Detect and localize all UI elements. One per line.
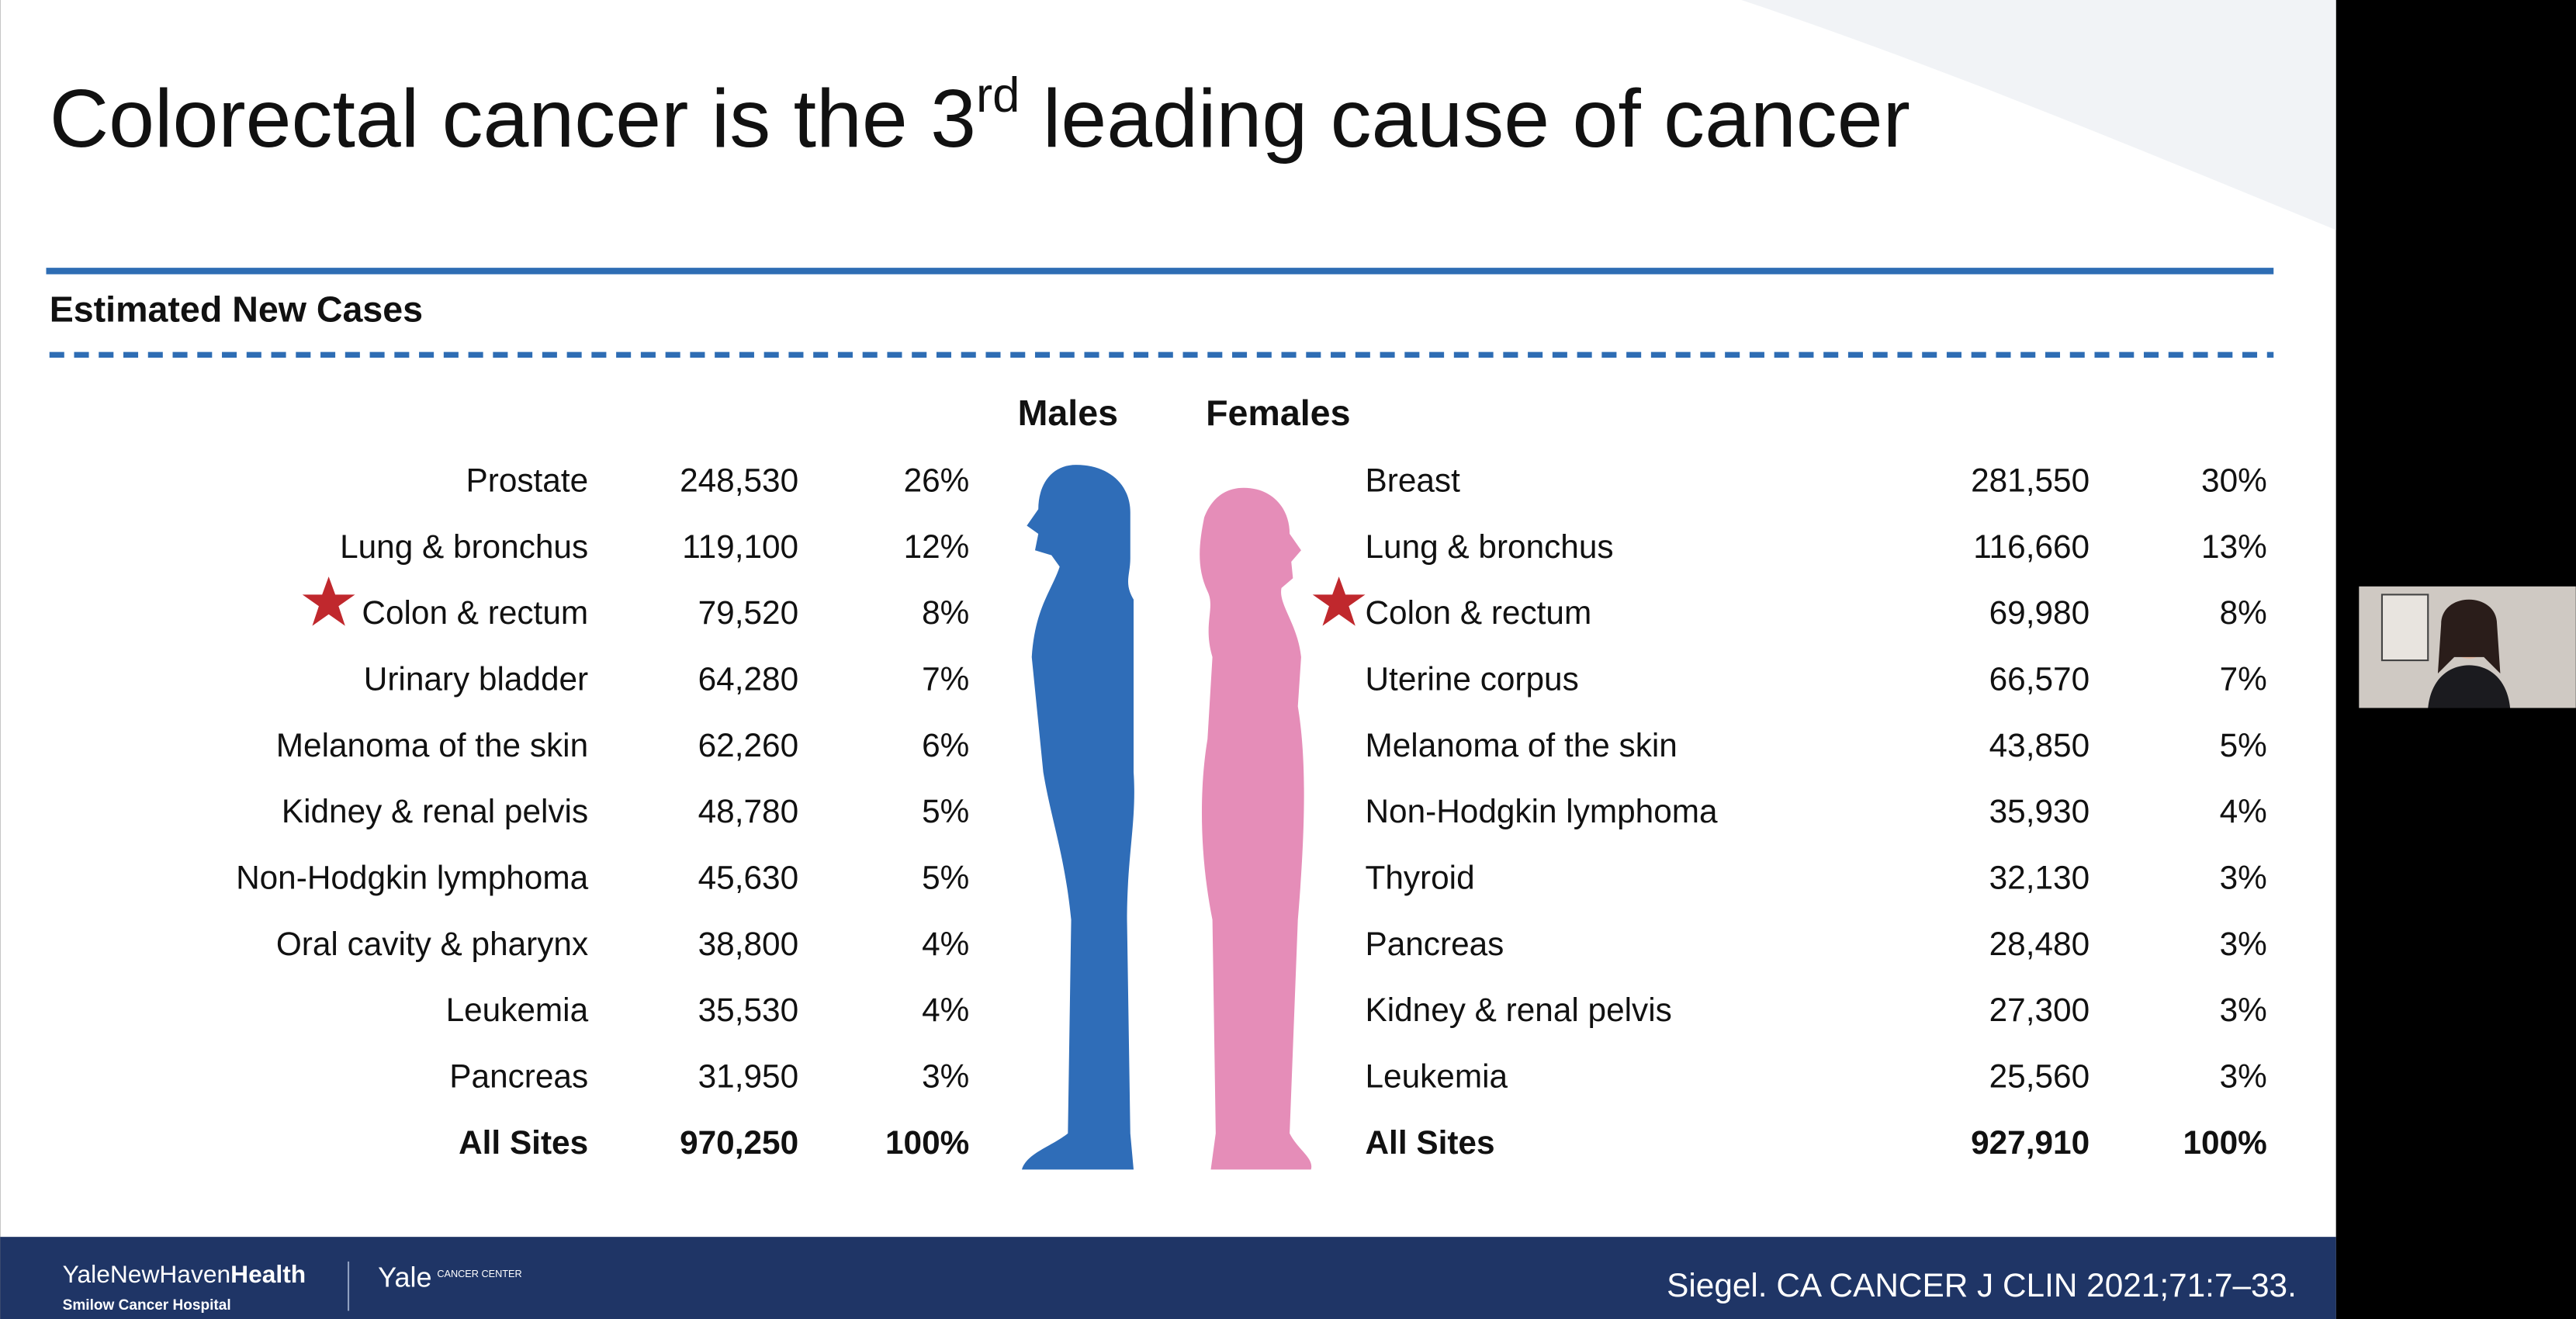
- cancer-site: Oral cavity & pharynx: [276, 926, 588, 962]
- case-count: 281,550: [1971, 462, 2090, 499]
- title-superscript: rd: [976, 68, 1020, 123]
- case-percent: 30%: [2201, 462, 2267, 499]
- slide-title: Colorectal cancer is the 3rd leading cau…: [50, 68, 1910, 164]
- case-count: 27,300: [1989, 992, 2090, 1028]
- cancer-site: Urinary bladder: [364, 661, 588, 698]
- cancer-site: Leukemia: [1366, 1058, 1508, 1094]
- case-count: 970,250: [680, 1124, 798, 1161]
- case-count: 38,800: [698, 926, 798, 962]
- cancer-site: Uterine corpus: [1366, 661, 1579, 698]
- cancer-site: Non-Hodgkin lymphoma: [236, 860, 589, 896]
- cancer-site: Prostate: [466, 462, 588, 499]
- case-count: 35,530: [698, 992, 798, 1028]
- case-percent: 13%: [2201, 528, 2267, 565]
- case-percent: 5%: [922, 860, 969, 896]
- footer-bar: [0, 1237, 2336, 1319]
- cancer-site: Leukemia: [446, 992, 589, 1028]
- male-silhouette: [1022, 465, 1134, 1170]
- brand-bold: Health: [230, 1260, 306, 1288]
- case-percent: 8%: [2220, 594, 2267, 631]
- case-count: 927,910: [1971, 1124, 2090, 1161]
- case-count: 31,950: [698, 1058, 798, 1094]
- cancer-site: Non-Hodgkin lymphoma: [1366, 793, 1719, 829]
- case-count: 64,280: [698, 661, 798, 698]
- footer-yale-sub: CANCER CENTER: [437, 1269, 521, 1279]
- case-percent: 4%: [2220, 793, 2267, 829]
- case-percent: 100%: [885, 1124, 969, 1161]
- cancer-site: Breast: [1366, 462, 1461, 499]
- footer-brand: YaleNewHavenHealth: [63, 1260, 306, 1288]
- case-count: 79,520: [698, 594, 798, 631]
- case-percent: 3%: [2220, 992, 2267, 1028]
- case-percent: 6%: [922, 727, 969, 763]
- video-person-body: [2428, 665, 2511, 708]
- case-count: 116,660: [1973, 528, 2090, 565]
- case-percent: 4%: [922, 992, 969, 1028]
- cancer-site: Pancreas: [449, 1058, 588, 1094]
- cancer-site: Kidney & renal pelvis: [1366, 992, 1672, 1028]
- case-percent: 3%: [2220, 860, 2267, 896]
- cancer-site: Colon & rectum: [362, 594, 588, 631]
- case-percent: 7%: [922, 661, 969, 698]
- footer-yale: Yale: [378, 1262, 431, 1293]
- section-title: Estimated New Cases: [50, 289, 423, 330]
- case-count: 62,260: [698, 727, 798, 763]
- star: [1312, 576, 1366, 626]
- case-count: 248,530: [680, 462, 798, 499]
- video-person-hair: [2437, 599, 2501, 673]
- case-count: 25,560: [1989, 1058, 2090, 1094]
- female-silhouette: [1200, 487, 1312, 1170]
- cancer-site: All Sites: [459, 1124, 588, 1161]
- cancer-site: Lung & bronchus: [340, 528, 588, 565]
- case-percent: 26%: [904, 462, 970, 499]
- case-percent: 3%: [2220, 926, 2267, 962]
- case-percent: 8%: [922, 594, 969, 631]
- case-count: 66,570: [1989, 661, 2090, 698]
- case-percent: 100%: [2183, 1124, 2267, 1161]
- slide: [0, 0, 2336, 1319]
- case-count: 43,850: [1989, 727, 2090, 763]
- cancer-site: Melanoma of the skin: [1366, 727, 1678, 763]
- case-count: 119,100: [682, 528, 798, 565]
- case-count: 45,630: [698, 860, 798, 896]
- title-rest: leading cause of cancer: [1020, 73, 1909, 164]
- case-percent: 12%: [904, 528, 970, 565]
- cancer-site: Melanoma of the skin: [276, 727, 588, 763]
- cancer-site: Lung & bronchus: [1366, 528, 1614, 565]
- males-header: Males: [1018, 393, 1118, 433]
- case-percent: 7%: [2220, 661, 2267, 698]
- cancer-site: Colon & rectum: [1366, 594, 1592, 631]
- cancer-site: Kidney & renal pelvis: [282, 793, 588, 829]
- case-percent: 5%: [922, 793, 969, 829]
- brand: YaleNewHaven: [63, 1260, 230, 1288]
- footer-hospital: Smilow Cancer Hospital: [63, 1297, 231, 1314]
- case-count: 48,780: [698, 793, 798, 829]
- females-header: Females: [1206, 393, 1350, 433]
- case-percent: 4%: [922, 926, 969, 962]
- slide-decoration: [1741, 0, 2336, 230]
- cancer-site: Pancreas: [1366, 926, 1504, 962]
- case-count: 28,480: [1989, 926, 2090, 962]
- star: [302, 576, 355, 626]
- case-count: 32,130: [1989, 860, 2090, 896]
- case-count: 35,930: [1989, 793, 2090, 829]
- title-text: Colorectal cancer is the 3: [50, 73, 976, 164]
- case-count: 69,980: [1989, 594, 2090, 631]
- citation: Siegel. CA CANCER J CLIN 2021;71:7–33.: [1667, 1267, 2297, 1303]
- case-percent: 3%: [922, 1058, 969, 1094]
- case-percent: 5%: [2220, 727, 2267, 763]
- case-percent: 3%: [2220, 1058, 2267, 1094]
- cancer-site: Thyroid: [1366, 860, 1475, 896]
- table-rows: Prostate 248,530 26% Lung & bronchus 119,100…: [236, 462, 2267, 1161]
- cancer-site: All Sites: [1366, 1124, 1495, 1161]
- video-background-frame: [2380, 594, 2429, 662]
